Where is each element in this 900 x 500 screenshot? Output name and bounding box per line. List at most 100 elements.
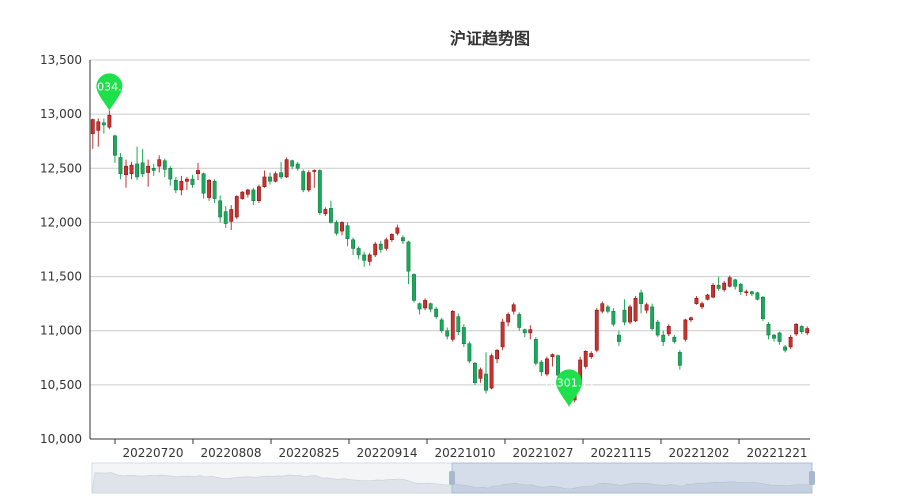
candle-body: [240, 191, 245, 199]
candle: [700, 301, 704, 310]
candle: [539, 359, 544, 377]
candle-body: [340, 222, 344, 232]
candle-body: [423, 300, 427, 309]
candle-body: [262, 176, 267, 187]
candle-body: [201, 173, 206, 194]
candle: [556, 354, 560, 379]
candle: [805, 326, 810, 336]
candle: [417, 302, 422, 315]
candle: [533, 337, 538, 366]
candle: [168, 166, 173, 186]
candle: [107, 110, 112, 130]
candle-body: [539, 361, 544, 373]
y-tick-label: 12,000: [40, 215, 82, 229]
candle-body: [101, 122, 106, 126]
candle-body: [794, 323, 799, 335]
candle-body: [317, 170, 322, 213]
candle-body: [611, 310, 616, 325]
candle: [545, 356, 549, 377]
zoom-handle-left[interactable]: [449, 471, 455, 485]
marker-label: 10301.71: [543, 376, 596, 389]
candle: [384, 237, 389, 251]
y-tick-label: 12,500: [40, 161, 82, 175]
candle: [218, 195, 223, 223]
candle: [761, 296, 765, 321]
candle: [334, 220, 339, 236]
candle: [799, 325, 804, 334]
candle-body: [655, 321, 660, 336]
candle-body: [223, 211, 228, 224]
candle-body: [306, 172, 311, 191]
candle-body: [107, 114, 112, 128]
candle: [340, 221, 344, 236]
candle: [279, 161, 283, 180]
candle: [96, 118, 101, 147]
candle: [351, 237, 355, 255]
candle: [229, 205, 234, 231]
zoom-window[interactable]: [451, 462, 813, 494]
candle-body: [727, 277, 732, 287]
candle-body: [207, 179, 211, 198]
candle: [273, 171, 278, 183]
candle-body: [705, 294, 710, 300]
candle-body: [356, 248, 361, 256]
candle-body: [594, 309, 599, 351]
candle: [196, 162, 200, 181]
candle: [268, 172, 272, 185]
zoom-handle-right[interactable]: [809, 471, 815, 485]
candle-body: [434, 308, 439, 317]
x-tick-label: 20220914: [356, 446, 417, 460]
candle: [317, 169, 322, 215]
candle: [295, 161, 300, 171]
candle-body: [229, 209, 234, 222]
candle: [329, 200, 333, 224]
candle: [506, 312, 511, 327]
candle-body: [113, 135, 117, 156]
candle: [207, 179, 211, 201]
x-tick-label: 20221221: [746, 446, 807, 460]
candle: [101, 118, 106, 134]
candle-body: [506, 314, 511, 323]
candle: [401, 235, 405, 245]
data-zoom-slider[interactable]: [91, 462, 815, 494]
candle-body: [401, 237, 405, 242]
markers: 13034.46 10301.71: [83, 73, 596, 407]
candle: [622, 299, 627, 326]
candle: [522, 328, 527, 338]
candle-body: [639, 292, 643, 304]
candle-body: [522, 329, 527, 334]
candle: [146, 159, 151, 187]
x-tick-label: 20221115: [590, 446, 651, 460]
candle-body: [500, 321, 505, 348]
candle-body: [772, 334, 776, 339]
candle-body: [672, 336, 677, 342]
candle: [90, 118, 95, 149]
candle: [666, 324, 671, 337]
candle: [716, 276, 721, 291]
candle: [290, 159, 295, 170]
candle: [461, 324, 466, 347]
candle: [245, 188, 250, 198]
candle-body: [185, 178, 189, 182]
candle-body: [179, 181, 184, 191]
candle: [749, 290, 754, 297]
candle: [129, 161, 134, 180]
candle: [467, 341, 472, 364]
candle: [517, 312, 522, 331]
candle: [783, 344, 787, 353]
x-tick-label: 20220808: [200, 446, 261, 460]
grid-lines: [90, 59, 810, 440]
y-axis: 13,500 13,000 12,500 12,000 11,500 11,000 10,5…: [40, 53, 91, 446]
candle-body: [738, 283, 743, 292]
candle-body: [467, 343, 472, 362]
candle-body: [633, 297, 638, 322]
candle-body: [589, 353, 594, 357]
candle: [644, 302, 649, 314]
candle: [733, 278, 738, 290]
candle-body: [605, 306, 610, 312]
candle-body: [323, 209, 328, 215]
candle: [162, 158, 167, 177]
candle-body: [378, 243, 383, 250]
candle-body: [528, 329, 533, 334]
